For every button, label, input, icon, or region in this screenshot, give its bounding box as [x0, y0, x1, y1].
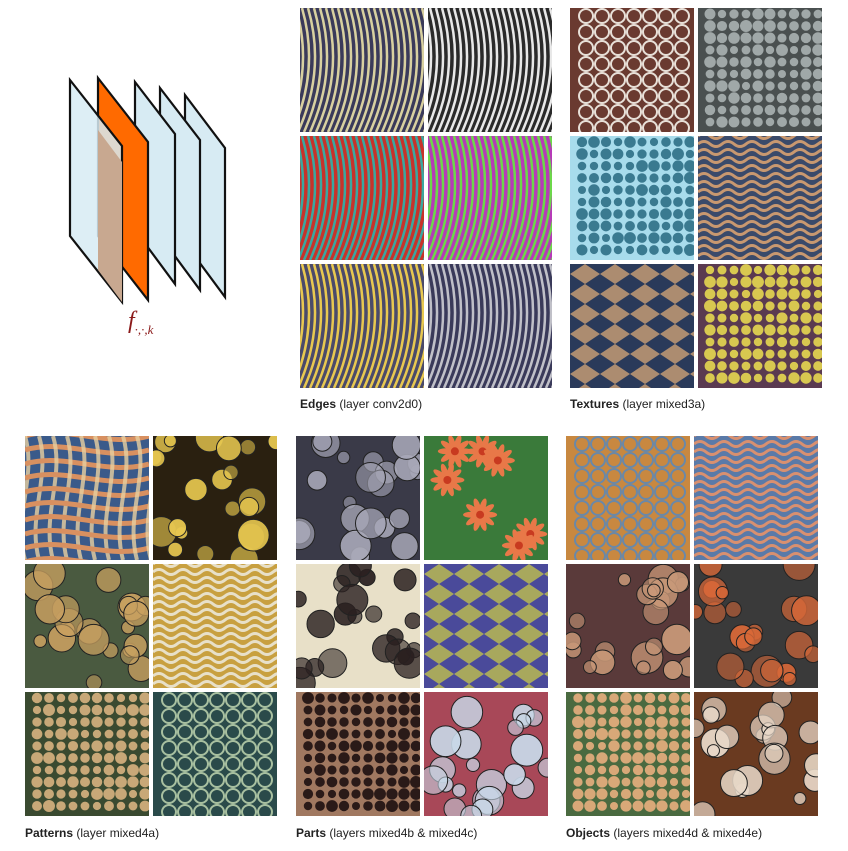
edges-tile-2 — [428, 8, 552, 132]
patterns-tile-4 — [153, 564, 277, 688]
textures-caption: Textures (layer mixed3a) — [570, 397, 705, 411]
patterns-tile-6 — [153, 692, 277, 816]
textures-tile-4-image — [698, 136, 822, 260]
edges-tile-5 — [300, 264, 424, 388]
feature-map-diagram: f·,·,k — [40, 60, 250, 360]
parts-layer: (layers mixed4b & mixed4c) — [329, 826, 478, 840]
parts-tile-3 — [296, 564, 420, 688]
textures-tile-4 — [698, 136, 822, 260]
patterns-tile-2-image — [153, 436, 277, 560]
patterns-caption: Patterns (layer mixed4a) — [25, 826, 159, 840]
edges-tile-1 — [300, 8, 424, 132]
objects-tile-3 — [566, 564, 690, 688]
textures-tile-6-image — [698, 264, 822, 388]
patterns-tile-3 — [25, 564, 149, 688]
patterns-title: Patterns — [25, 826, 74, 840]
textures-grid — [570, 8, 822, 388]
objects-layer: (layers mixed4d & mixed4e) — [613, 826, 763, 840]
patterns-layer: (layer mixed4a) — [76, 826, 160, 840]
patterns-tile-1 — [25, 436, 149, 560]
objects-tile-6-image — [694, 692, 818, 816]
formula-f: f — [128, 308, 135, 334]
patterns-tile-3-image — [25, 564, 149, 688]
parts-tile-5-image — [296, 692, 420, 816]
formula-subscript: ·,·,k — [134, 321, 154, 337]
textures-tile-1 — [570, 8, 694, 132]
parts-tile-4-image — [424, 564, 548, 688]
objects-tile-4 — [694, 564, 818, 688]
parts-title: Parts — [296, 826, 327, 840]
textures-tile-3 — [570, 136, 694, 260]
parts-tile-1-image — [296, 436, 420, 560]
patterns-tile-1-image — [25, 436, 149, 560]
patterns-tile-4-image — [153, 564, 277, 688]
parts-caption: Parts (layers mixed4b & mixed4c) — [296, 826, 477, 840]
textures-tile-2-image — [698, 8, 822, 132]
edges-grid — [300, 8, 552, 388]
plane-overlap — [98, 130, 122, 302]
parts-tile-3-image — [296, 564, 420, 688]
textures-layer: (layer mixed3a) — [622, 397, 706, 411]
parts-tile-6-image — [424, 692, 548, 816]
objects-tile-6 — [694, 692, 818, 816]
edges-title: Edges — [300, 397, 337, 411]
objects-tile-5 — [566, 692, 690, 816]
objects-tile-2-image — [694, 436, 818, 560]
edges-layer: (layer conv2d0) — [339, 397, 423, 411]
edges-tile-6-image — [428, 264, 552, 388]
edges-tile-1-image — [300, 8, 424, 132]
textures-tile-1-image — [570, 8, 694, 132]
textures-tile-5-image — [570, 264, 694, 388]
patterns-tile-5 — [25, 692, 149, 816]
parts-tile-2-image — [424, 436, 548, 560]
textures-tile-5 — [570, 264, 694, 388]
edges-caption: Edges (layer conv2d0) — [300, 397, 422, 411]
edges-tile-3-image — [300, 136, 424, 260]
edges-tile-4-image — [428, 136, 552, 260]
patterns-tile-5-image — [25, 692, 149, 816]
edges-tile-4 — [428, 136, 552, 260]
patterns-tile-2 — [153, 436, 277, 560]
objects-caption: Objects (layers mixed4d & mixed4e) — [566, 826, 762, 840]
parts-grid — [296, 436, 548, 816]
edges-tile-3 — [300, 136, 424, 260]
textures-tile-3-image — [570, 136, 694, 260]
objects-title: Objects — [566, 826, 611, 840]
objects-tile-3-image — [566, 564, 690, 688]
objects-tile-5-image — [566, 692, 690, 816]
feature-planes-graphic — [68, 74, 227, 306]
textures-tile-2 — [698, 8, 822, 132]
parts-tile-4 — [424, 564, 548, 688]
edges-tile-2-image — [428, 8, 552, 132]
textures-tile-6 — [698, 264, 822, 388]
edges-tile-6 — [428, 264, 552, 388]
objects-tile-1 — [566, 436, 690, 560]
objects-tile-1-image — [566, 436, 690, 560]
textures-title: Textures — [570, 397, 620, 411]
patterns-tile-6-image — [153, 692, 277, 816]
feature-formula: f·,·,k — [128, 308, 153, 338]
parts-tile-1 — [296, 436, 420, 560]
objects-tile-2 — [694, 436, 818, 560]
edges-tile-5-image — [300, 264, 424, 388]
parts-tile-5 — [296, 692, 420, 816]
parts-tile-2 — [424, 436, 548, 560]
objects-grid — [566, 436, 818, 816]
objects-tile-4-image — [694, 564, 818, 688]
patterns-grid — [25, 436, 277, 816]
parts-tile-6 — [424, 692, 548, 816]
